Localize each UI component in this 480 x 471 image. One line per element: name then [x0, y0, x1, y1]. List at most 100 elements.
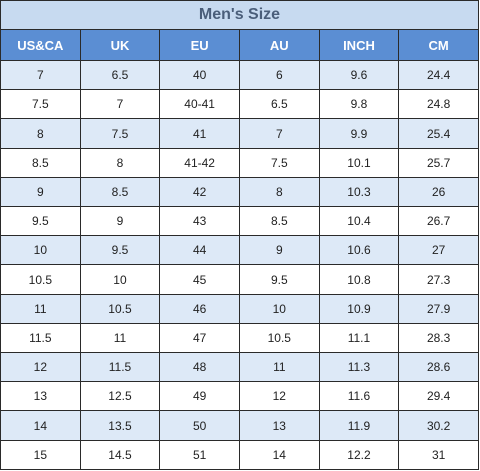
- cell-au: 11: [238, 352, 320, 383]
- cell-eu: 49: [159, 381, 240, 412]
- cell-inch: 11.9: [318, 410, 400, 441]
- cell-eu: 51: [159, 439, 240, 471]
- table-row: 9 8.5 42 8 10.3 26: [0, 176, 479, 208]
- cell-cm: 24.4: [398, 59, 479, 91]
- cell-au: 7.5: [238, 147, 320, 178]
- cell-au: 8.5: [238, 206, 320, 237]
- cell-us-ca: 9.5: [0, 206, 81, 237]
- table-row: 15 14.5 51 14 12.2 31: [0, 439, 479, 471]
- cell-cm: 29.4: [398, 381, 479, 412]
- cell-inch: 9.8: [318, 89, 400, 120]
- cell-au: 9: [238, 235, 320, 266]
- cell-eu: 40-41: [159, 89, 240, 120]
- cell-cm: 27.9: [398, 293, 479, 324]
- cell-uk: 6.5: [79, 59, 161, 91]
- cell-cm: 30.2: [398, 410, 479, 441]
- table-title: Men's Size: [0, 0, 479, 30]
- cell-us-ca: 11: [0, 293, 81, 324]
- cell-us-ca: 12: [0, 352, 81, 383]
- cell-cm: 31: [398, 439, 479, 471]
- column-header-inch: INCH: [318, 29, 400, 61]
- cell-cm: 26.7: [398, 206, 479, 237]
- cell-au: 7: [238, 118, 320, 149]
- cell-inch: 9.9: [318, 118, 400, 149]
- cell-inch: 11.3: [318, 352, 400, 383]
- cell-au: 10.5: [238, 322, 320, 354]
- cell-inch: 10.1: [318, 147, 400, 178]
- cell-us-ca: 11.5: [0, 322, 81, 354]
- cell-uk: 13.5: [79, 410, 161, 441]
- cell-inch: 9.6: [318, 59, 400, 91]
- cell-eu: 42: [159, 176, 240, 208]
- cell-eu: 43: [159, 206, 240, 237]
- cell-us-ca: 10.5: [0, 264, 81, 295]
- cell-inch: 10.8: [318, 264, 400, 295]
- cell-eu: 50: [159, 410, 240, 441]
- cell-au: 10: [238, 293, 320, 324]
- cell-inch: 11.6: [318, 381, 400, 412]
- cell-cm: 27.3: [398, 264, 479, 295]
- cell-uk: 10: [79, 264, 161, 295]
- cell-au: 8: [238, 176, 320, 208]
- cell-au: 6: [238, 59, 320, 91]
- column-header-au: AU: [238, 29, 320, 61]
- cell-au: 9.5: [238, 264, 320, 295]
- cell-inch: 10.4: [318, 206, 400, 237]
- cell-cm: 28.6: [398, 352, 479, 383]
- header-row: US&CA UK EU AU INCH CM: [0, 29, 479, 61]
- table-row: 10.5 10 45 9.5 10.8 27.3: [0, 264, 479, 295]
- cell-us-ca: 7: [0, 59, 81, 91]
- cell-us-ca: 9: [0, 176, 81, 208]
- cell-inch: 10.3: [318, 176, 400, 208]
- table-row: 9.5 9 43 8.5 10.4 26.7: [0, 206, 479, 237]
- table-row: 10 9.5 44 9 10.6 27: [0, 235, 479, 266]
- table-row: 11.5 11 47 10.5 11.1 28.3: [0, 322, 479, 354]
- cell-us-ca: 8: [0, 118, 81, 149]
- cell-au: 12: [238, 381, 320, 412]
- cell-uk: 11: [79, 322, 161, 354]
- cell-uk: 8.5: [79, 176, 161, 208]
- cell-uk: 14.5: [79, 439, 161, 471]
- cell-eu: 44: [159, 235, 240, 266]
- cell-cm: 27: [398, 235, 479, 266]
- cell-eu: 46: [159, 293, 240, 324]
- table-row: 8.5 8 41-42 7.5 10.1 25.7: [0, 147, 479, 178]
- cell-cm: 28.3: [398, 322, 479, 354]
- cell-inch: 12.2: [318, 439, 400, 471]
- cell-au: 14: [238, 439, 320, 471]
- column-header-uk: UK: [79, 29, 161, 61]
- cell-au: 13: [238, 410, 320, 441]
- cell-eu: 48: [159, 352, 240, 383]
- column-header-eu: EU: [159, 29, 240, 61]
- cell-au: 6.5: [238, 89, 320, 120]
- cell-eu: 40: [159, 59, 240, 91]
- cell-eu: 41: [159, 118, 240, 149]
- table-row: 14 13.5 50 13 11.9 30.2: [0, 410, 479, 441]
- cell-us-ca: 14: [0, 410, 81, 441]
- cell-cm: 25.4: [398, 118, 479, 149]
- size-rows: 7 6.5 40 6 9.6 24.4 7.5 7 40-41 6.5 9.8 24.8 8 7.5 41 7…: [0, 59, 479, 471]
- cell-uk: 7.5: [79, 118, 161, 149]
- cell-uk: 9: [79, 206, 161, 237]
- table-row: 8 7.5 41 7 9.9 25.4: [0, 118, 479, 149]
- cell-inch: 11.1: [318, 322, 400, 354]
- table-row: 7.5 7 40-41 6.5 9.8 24.8: [0, 89, 479, 120]
- table-row: 11 10.5 46 10 10.9 27.9: [0, 293, 479, 324]
- cell-us-ca: 10: [0, 235, 81, 266]
- cell-uk: 11.5: [79, 352, 161, 383]
- cell-uk: 10.5: [79, 293, 161, 324]
- cell-eu: 47: [159, 322, 240, 354]
- cell-inch: 10.9: [318, 293, 400, 324]
- cell-cm: 24.8: [398, 89, 479, 120]
- cell-us-ca: 13: [0, 381, 81, 412]
- table-row: 13 12.5 49 12 11.6 29.4: [0, 381, 479, 412]
- cell-uk: 12.5: [79, 381, 161, 412]
- cell-cm: 25.7: [398, 147, 479, 178]
- cell-us-ca: 7.5: [0, 89, 81, 120]
- column-header-cm: CM: [398, 29, 479, 61]
- title-row: Men's Size: [0, 0, 479, 30]
- cell-us-ca: 8.5: [0, 147, 81, 178]
- table-row: 12 11.5 48 11 11.3 28.6: [0, 352, 479, 383]
- cell-uk: 7: [79, 89, 161, 120]
